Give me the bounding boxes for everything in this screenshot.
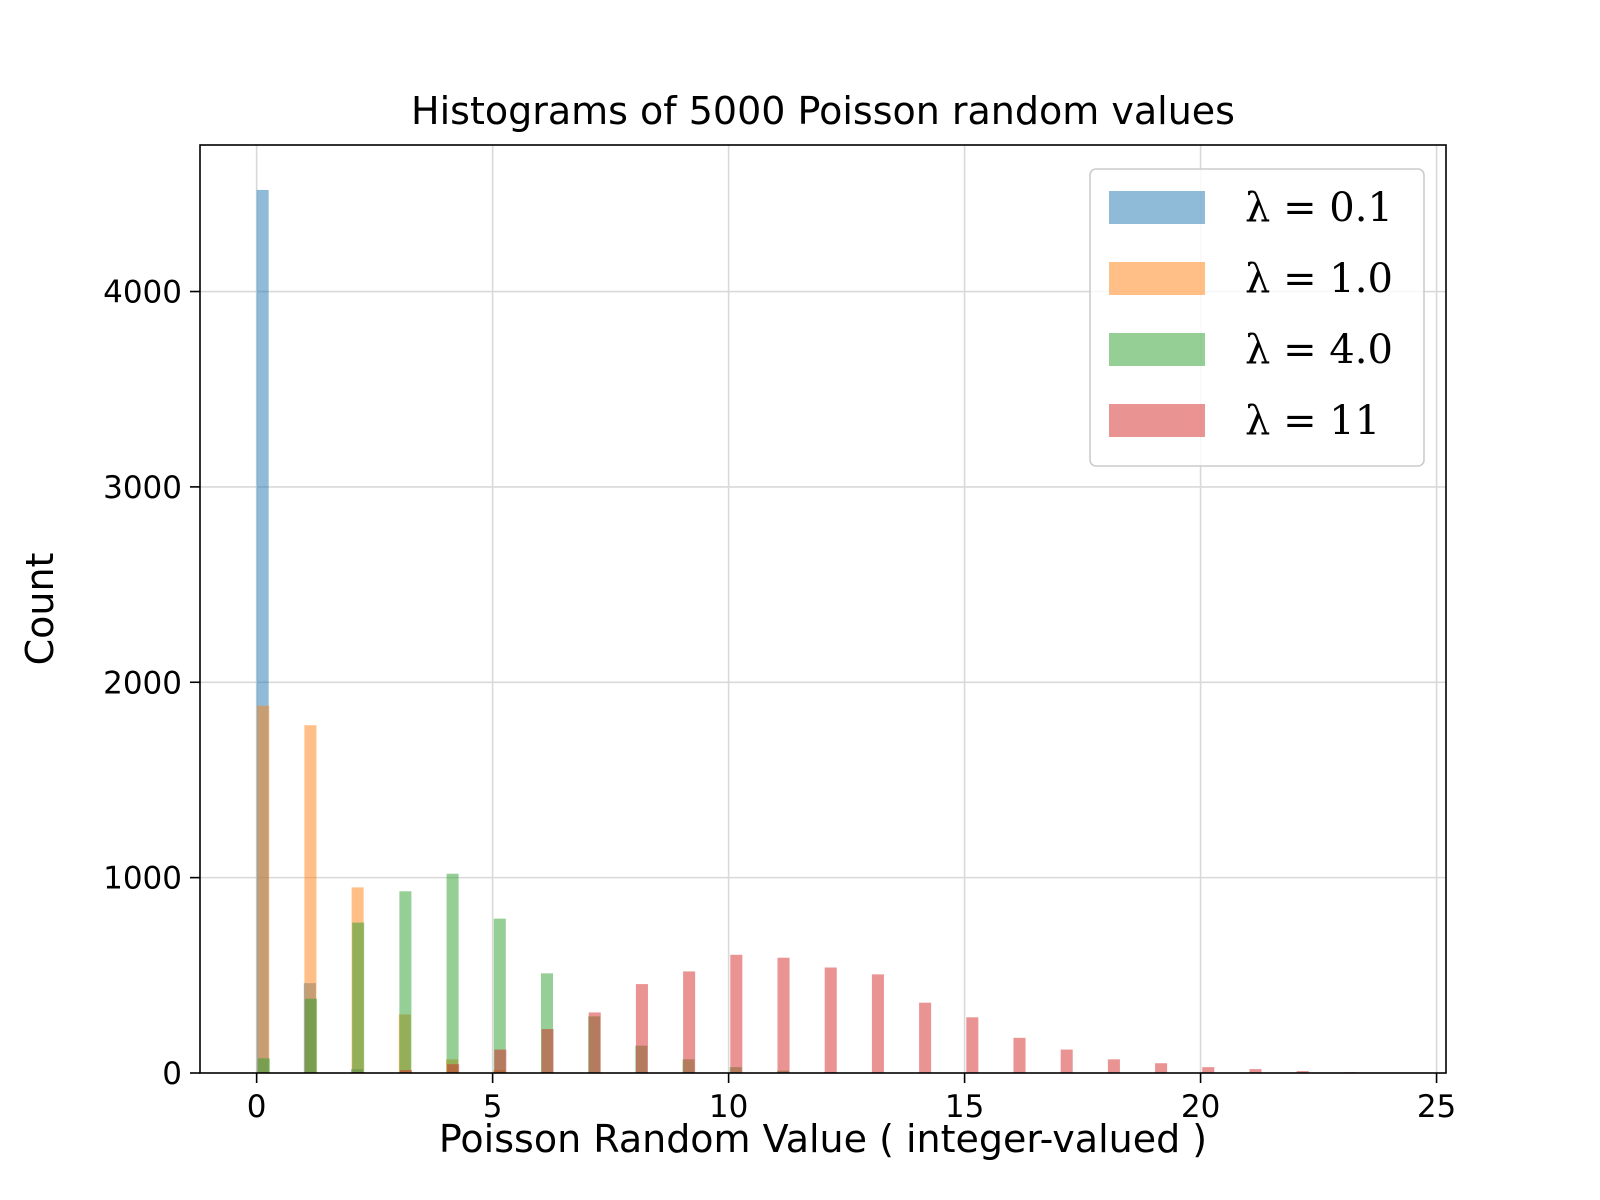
legend-swatch — [1109, 404, 1205, 437]
histogram-bar — [446, 873, 459, 1073]
y-tick-label: 1000 — [103, 861, 182, 897]
y-tick-label: 2000 — [103, 665, 182, 701]
histogram-bar — [493, 918, 506, 1073]
histogram-bar — [1155, 1063, 1168, 1073]
legend-box — [1089, 168, 1425, 467]
x-axis-label: Poisson Random Value ( integer-valued ) — [439, 1117, 1207, 1161]
histogram-bar — [352, 922, 365, 1073]
histogram-bar — [919, 1002, 932, 1073]
x-tick-label: 5 — [483, 1089, 503, 1125]
histogram-bar — [588, 1012, 601, 1073]
histogram-bar — [1249, 1069, 1262, 1073]
histogram-bar — [399, 1070, 412, 1073]
histogram-bar — [730, 954, 743, 1073]
histogram-bar — [257, 1058, 270, 1073]
histogram-bar — [304, 725, 317, 1073]
histogram-bar — [541, 1029, 554, 1073]
x-tick-label: 25 — [1417, 1089, 1456, 1125]
legend-label: λ = 1.0 — [1245, 256, 1393, 302]
histogram-bar — [304, 998, 318, 1073]
histogram-bar — [1296, 1071, 1309, 1073]
x-tick-label: 10 — [709, 1089, 748, 1125]
histogram-bar — [447, 1064, 460, 1073]
x-tick-label: 15 — [945, 1089, 984, 1125]
legend-label: λ = 0.1 — [1245, 185, 1393, 231]
chart-title: Histograms of 5000 Poisson random values — [411, 89, 1235, 133]
y-tick-label: 4000 — [103, 275, 182, 311]
legend-swatch — [1109, 262, 1205, 295]
histogram-bar — [399, 891, 412, 1073]
ticks-layer: 0 5 10 15 20 25 0 1000 2000 3000 4000 — [103, 275, 1456, 1125]
y-tick-label: 0 — [162, 1056, 182, 1092]
histogram-bar — [966, 1017, 979, 1073]
bars-layer — [256, 189, 1356, 1073]
legend-label: λ = 11 — [1245, 398, 1380, 444]
histogram-bar — [824, 967, 837, 1073]
x-tick-label: 20 — [1181, 1089, 1220, 1125]
histogram-bar — [257, 705, 270, 1073]
histogram-bar — [777, 957, 790, 1073]
legend-swatch — [1109, 191, 1205, 224]
histogram-bar — [494, 1049, 507, 1073]
histogram-bar — [1060, 1049, 1073, 1073]
histogram-bar — [1013, 1037, 1026, 1073]
histogram-bar — [683, 971, 696, 1073]
x-tick-label: 0 — [247, 1089, 267, 1125]
histogram-bar — [1202, 1067, 1215, 1073]
legend-label: λ = 4.0 — [1245, 327, 1393, 373]
histogram-bar — [1107, 1059, 1120, 1073]
legend-swatch — [1109, 333, 1205, 366]
histogram-bar — [871, 974, 884, 1073]
y-tick-label: 3000 — [103, 470, 182, 506]
histogram-bar — [635, 984, 648, 1073]
plot-frame — [199, 144, 1447, 1074]
y-axis-label: Count — [18, 553, 62, 666]
legend: λ = 0.1 λ = 1.0 λ = 4.0 λ = 11 — [1089, 168, 1425, 467]
